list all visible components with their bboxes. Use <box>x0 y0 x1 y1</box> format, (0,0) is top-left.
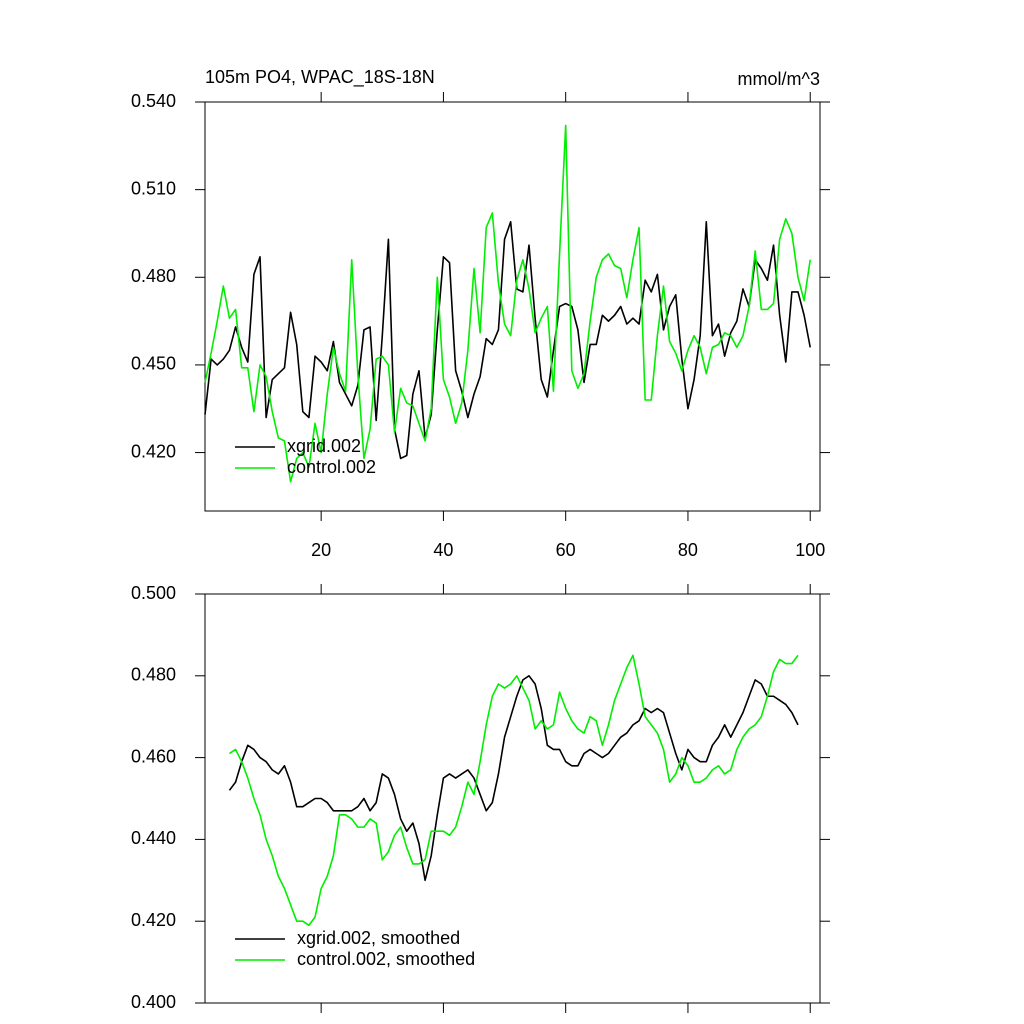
series-line <box>229 654 799 927</box>
plot-frame <box>204 101 821 512</box>
y-tick-label: 0.460 <box>131 746 176 766</box>
legend-label: xgrid.002, smoothed <box>297 928 460 948</box>
y-tick-label: 0.500 <box>131 583 176 603</box>
series-line <box>228 675 799 882</box>
y-tick-label: 0.480 <box>131 665 176 685</box>
y-tick-label: 0.440 <box>131 828 176 848</box>
y-tick-label: 0.450 <box>131 354 176 374</box>
x-tick-label: 40 <box>433 540 453 560</box>
y-tick-label: 0.420 <box>131 910 176 930</box>
legend-label: control.002, smoothed <box>297 949 475 969</box>
x-tick-label: 100 <box>795 540 825 560</box>
chart-title: 105m PO4, WPAC_18S-18N <box>205 67 435 88</box>
y-tick-label: 0.400 <box>131 992 176 1012</box>
legend-label: control.002 <box>287 457 376 477</box>
legend-label: xgrid.002 <box>287 436 361 456</box>
y-tick-label: 0.510 <box>131 178 176 198</box>
plot-frame <box>204 593 821 1004</box>
y-tick-label: 0.540 <box>131 91 176 111</box>
y-tick-label: 0.420 <box>131 441 176 461</box>
series-line <box>204 220 812 460</box>
y-tick-label: 0.480 <box>131 266 176 286</box>
units-label: mmol/m^3 <box>738 69 820 89</box>
series-line <box>204 124 812 483</box>
x-tick-label: 20 <box>311 540 331 560</box>
x-tick-label: 80 <box>678 540 698 560</box>
x-tick-label: 60 <box>556 540 576 560</box>
